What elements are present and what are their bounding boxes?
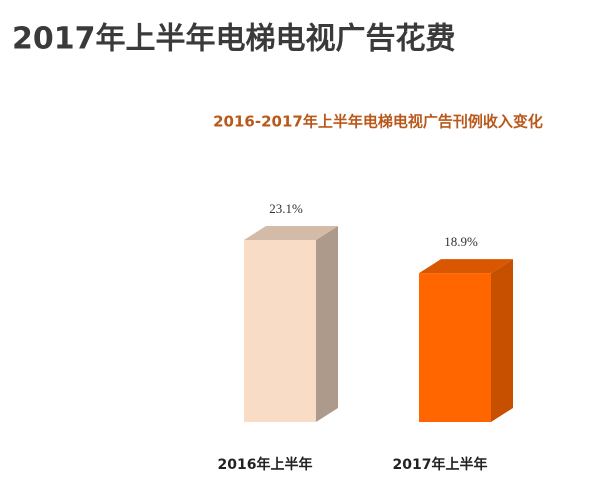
bar [419,273,491,422]
bar-side [316,226,338,422]
bar-top [419,259,513,274]
chart-subtitle: 2016-2017年上半年电梯电视广告刊例收入变化 [213,113,543,131]
chart-title: 2017年上半年电梯电视广告花费 [12,22,456,57]
bar-top [244,226,338,240]
value-label: 23.1% [269,201,303,216]
value-label: 18.9% [444,234,478,249]
x-tick-label: 2016年上半年 [218,456,313,473]
bar-side [491,259,513,422]
bar [244,240,316,422]
x-tick-label: 2017年上半年 [393,456,488,473]
